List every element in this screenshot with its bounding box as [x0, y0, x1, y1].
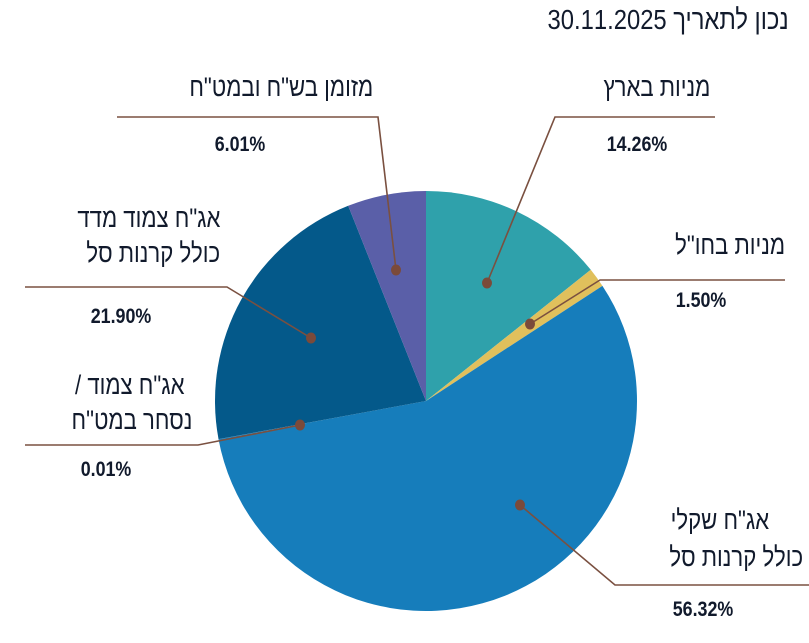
- value-domestic-stocks: 14.26%: [606, 133, 668, 156]
- leader-line-fx-linked-bonds: [25, 424, 301, 446]
- value-shekel-bonds: 56.32%: [672, 598, 734, 621]
- label-foreign-stocks: מניות בחו"ל: [675, 230, 785, 260]
- label-shekel-bonds-line1: אג"ח שקלי: [670, 505, 769, 535]
- value-foreign-stocks: 1.50%: [675, 289, 727, 312]
- leader-line-cash: [117, 116, 397, 271]
- leader-line-shekel-bonds: [519, 504, 809, 586]
- leader-dot-cash: [391, 264, 401, 276]
- leader-line-foreign-stocks: [529, 279, 785, 325]
- leader-dot-domestic-stocks: [482, 277, 492, 289]
- pie-slice-5: [348, 191, 426, 401]
- pie-slice-3: [218, 401, 426, 440]
- label-cpi-bonds-line2: כולל קרנות סל: [86, 238, 220, 268]
- label-fx-linked-bonds-line1: אג"ח צמוד /: [74, 370, 184, 400]
- pie-slice-1: [426, 269, 603, 401]
- leader-dot-cpi-bonds: [306, 332, 316, 344]
- label-fx-linked-bonds-line2: נסחר במט"ח: [71, 405, 192, 435]
- leader-dot-shekel-bonds: [515, 499, 525, 511]
- pie-slice-4: [215, 205, 426, 440]
- leader-line-cpi-bonds: [25, 286, 312, 339]
- value-cpi-bonds: 21.90%: [90, 305, 152, 328]
- label-domestic-stocks: מניות בארץ: [603, 72, 710, 102]
- label-cash: מזומן בש"ח ובמט"ח: [189, 72, 373, 102]
- label-shekel-bonds-line2: כולל קרנות סל: [669, 542, 803, 572]
- leader-dots: [295, 264, 535, 511]
- label-cpi-bonds-line1: אג"ח צמוד מדד: [76, 203, 220, 233]
- leader-dot-foreign-stocks: [525, 318, 535, 330]
- leader-lines: [25, 116, 809, 586]
- pie-slice-2: [218, 285, 638, 611]
- chart-title: נכון לתאריך 30.11.2025: [547, 4, 789, 35]
- value-cash: 6.01%: [214, 133, 266, 156]
- leader-line-domestic-stocks: [486, 116, 715, 284]
- leader-dot-fx-linked-bonds: [295, 419, 305, 431]
- value-fx-linked-bonds: 0.01%: [80, 458, 132, 481]
- pie-slice-0: [426, 191, 591, 401]
